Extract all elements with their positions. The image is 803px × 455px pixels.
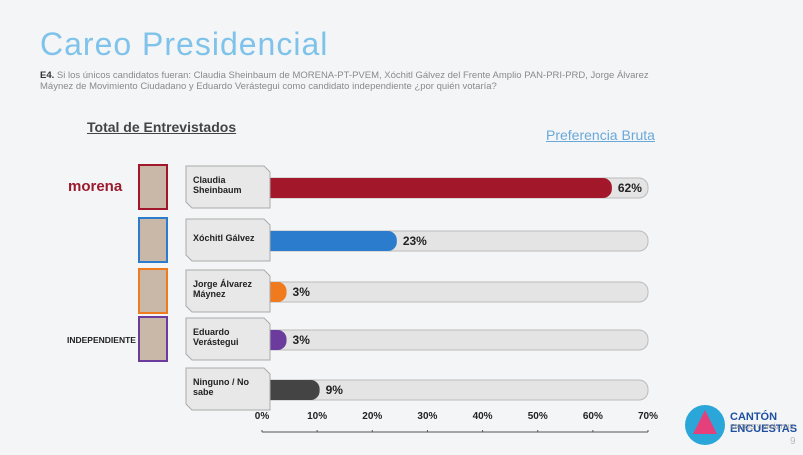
- question-text: Si los únicos candidatos fueran: Claudia…: [40, 70, 649, 92]
- category-box: [185, 165, 271, 209]
- bar: [258, 178, 612, 198]
- question: E4. Si los únicos candidatos fueran: Cla…: [40, 70, 680, 92]
- category-label: Eduardo Verástegui: [193, 327, 239, 347]
- question-label: E4.: [40, 70, 55, 81]
- x-tick-label: 50%: [528, 411, 548, 422]
- category-box: [185, 269, 271, 313]
- x-tick-label: 10%: [307, 411, 327, 422]
- bar-track: [257, 281, 649, 303]
- brand-tagline: DATOS Y ANÁLISIS: [731, 424, 794, 431]
- value-label: 23%: [403, 234, 427, 248]
- page-number: 9: [790, 436, 796, 447]
- category-box: [185, 218, 271, 262]
- value-label: 3%: [293, 333, 311, 347]
- brand: CANTÓN ENCUESTAS: [730, 411, 803, 435]
- x-tick-label: 70%: [638, 411, 658, 422]
- party-label: morena: [68, 178, 123, 195]
- category-label: Xóchitl Gálvez: [193, 233, 255, 243]
- title: Careo Presidencial: [40, 26, 329, 62]
- category-label: Ninguno / No sabe: [193, 377, 249, 397]
- x-tick-label: 30%: [417, 411, 437, 422]
- category-box: [185, 367, 271, 411]
- party-label: INDEPENDIENTE: [67, 335, 136, 345]
- bar: [258, 231, 397, 251]
- photo: [138, 217, 168, 263]
- brand-name: CANTÓN: [730, 411, 778, 423]
- category-label: Jorge Álvarez Máynez: [193, 279, 253, 299]
- photo: [138, 268, 168, 314]
- brand-logo-shape: [693, 410, 717, 434]
- x-tick-label: 60%: [583, 411, 603, 422]
- category-box: [185, 317, 271, 361]
- bar-track: [257, 329, 649, 351]
- bar: [258, 380, 320, 400]
- value-label: 62%: [618, 181, 642, 195]
- category-label: Claudia Sheinbaum: [193, 175, 242, 195]
- value-label: 3%: [293, 285, 311, 299]
- x-tick-label: 40%: [473, 411, 493, 422]
- right-heading: Preferencia Bruta: [546, 127, 655, 143]
- x-tick-label: 20%: [362, 411, 382, 422]
- brand-product: ENCUESTAS: [730, 423, 798, 435]
- value-label: 9%: [326, 383, 344, 397]
- photo: [138, 164, 168, 210]
- x-tick-label: 0%: [255, 411, 270, 422]
- left-heading: Total de Entrevistados: [87, 119, 237, 135]
- photo: [138, 316, 168, 362]
